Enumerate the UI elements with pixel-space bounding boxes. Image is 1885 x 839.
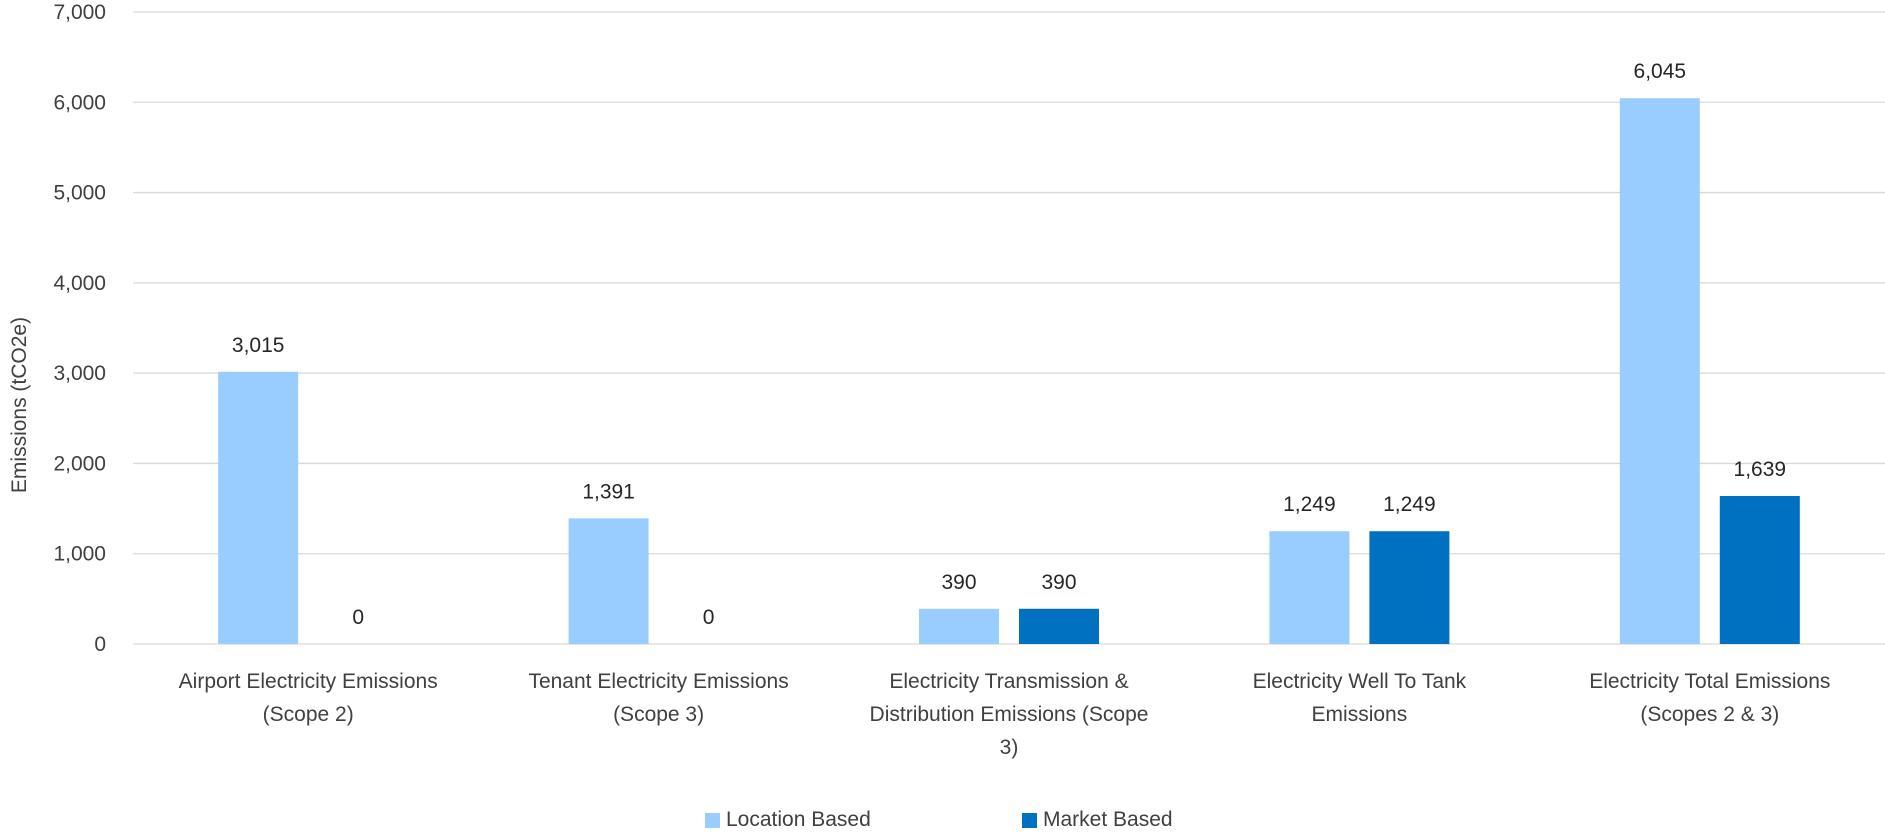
data-label: 1,391 (582, 480, 635, 503)
y-tick-label: 1,000 (53, 543, 106, 566)
legend-item-market-based: Market Based (1022, 808, 1173, 832)
category-label: (Scope 2) (263, 703, 354, 726)
y-tick-label: 5,000 (53, 182, 106, 205)
category-label: (Scopes 2 & 3) (1640, 703, 1779, 726)
category-label: Electricity Transmission & (889, 670, 1128, 693)
data-label: 6,045 (1634, 60, 1687, 83)
bar-location-based (1619, 98, 1700, 645)
bar-location-based (568, 518, 649, 644)
category-label: Airport Electricity Emissions (179, 670, 438, 693)
data-label: 1,249 (1283, 493, 1336, 516)
legend-label-location-based: Location Based (726, 808, 871, 831)
y-tick-label: 2,000 (53, 452, 106, 475)
bar-market-based (1019, 608, 1099, 644)
y-tick-label: 0 (94, 633, 106, 656)
category-label: Electricity Well To Tank (1253, 670, 1467, 693)
bar-market-based (1369, 531, 1450, 644)
data-label: 390 (1041, 571, 1076, 594)
y-tick-label: 6,000 (53, 91, 106, 114)
legend-item-location-based: Location Based (705, 808, 871, 832)
data-label: 390 (941, 571, 976, 594)
bar-chart: 0 1,000 2,000 3,000 4,000 5,000 6,000 7,000 3,01… (8, 1, 1885, 759)
category-label: (Scope 3) (613, 703, 704, 726)
legend-swatch-location-based (705, 812, 720, 828)
category-label: Electricity Total Emissions (1589, 670, 1830, 693)
category-label: Distribution Emissions (Scope (870, 703, 1149, 726)
category-label: Emissions (1312, 703, 1408, 726)
data-label: 0 (703, 606, 715, 629)
bar-market-based (1719, 496, 1800, 644)
y-axis-title: Emissions (tCO2e) (8, 317, 31, 493)
bar-layer (218, 98, 1800, 645)
data-label: 3,015 (232, 334, 285, 357)
bar-location-based (919, 608, 999, 644)
grid-layer (133, 11, 1885, 645)
category-label: Tenant Electricity Emissions (528, 670, 788, 693)
data-label: 0 (352, 606, 364, 629)
y-tick-label: 3,000 (53, 362, 106, 385)
category-label: 3) (1000, 736, 1019, 759)
y-tick-label: 7,000 (53, 1, 106, 24)
data-label: 1,639 (1734, 458, 1787, 481)
bar-location-based (218, 371, 299, 644)
y-tick-label: 4,000 (53, 272, 106, 295)
label-layer: 0 1,000 2,000 3,000 4,000 5,000 6,000 7,000 3,01… (53, 1, 1830, 759)
legend: Location Based Market Based (0, 808, 1885, 838)
legend-label-market-based: Market Based (1043, 808, 1173, 831)
data-label: 1,249 (1383, 493, 1436, 516)
bar-location-based (1269, 531, 1350, 644)
legend-swatch-market-based (1022, 812, 1037, 828)
